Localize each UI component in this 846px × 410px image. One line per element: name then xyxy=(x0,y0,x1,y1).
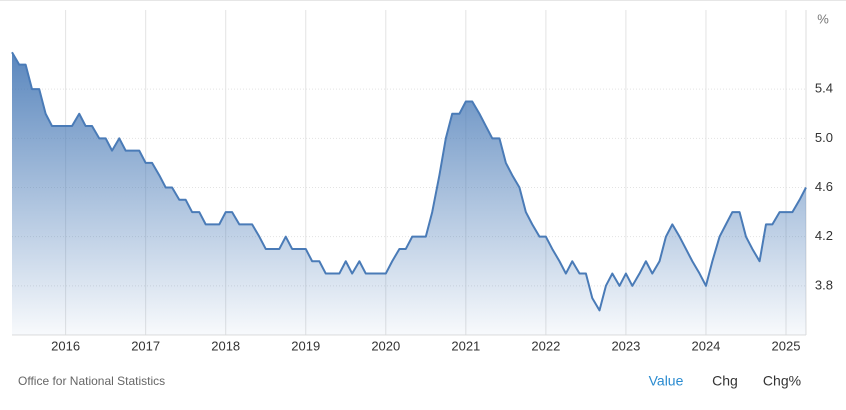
line xyxy=(11,51,807,312)
y-unit: % xyxy=(817,11,829,26)
x-tick-label: 2020 xyxy=(371,338,400,353)
y-tick-label: 5.0 xyxy=(815,130,833,145)
chg-pct-button[interactable]: Chg% xyxy=(763,373,801,389)
y-tick-label: 4.2 xyxy=(815,228,833,243)
x-tick-label: 2023 xyxy=(611,338,640,353)
x-tick-label: 2019 xyxy=(291,338,320,353)
x-tick-label: 2024 xyxy=(691,338,720,353)
y-tick-label: 4.6 xyxy=(815,179,833,194)
x-tick-label: 2018 xyxy=(211,338,240,353)
x-tick-label: 2025 xyxy=(772,338,801,353)
y-tick-label: 3.8 xyxy=(815,277,833,292)
x-tick-label: 2021 xyxy=(451,338,480,353)
area-fill xyxy=(12,52,806,335)
y-tick-label: 5.4 xyxy=(815,81,833,96)
x-tick-label: 2022 xyxy=(531,338,560,353)
x-tick-label: 2017 xyxy=(131,338,160,353)
value-button[interactable]: Value xyxy=(649,373,684,389)
source: Office for National Statistics xyxy=(18,374,165,388)
chg-button[interactable]: Chg xyxy=(712,373,738,389)
x-tick-label: 2016 xyxy=(51,338,80,353)
